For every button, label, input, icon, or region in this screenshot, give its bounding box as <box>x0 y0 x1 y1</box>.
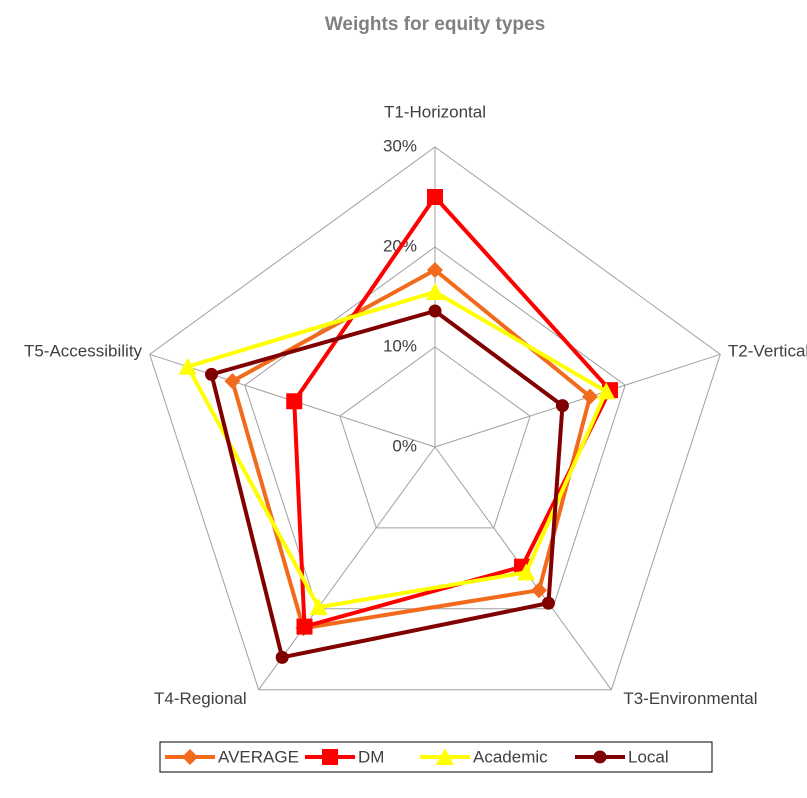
series <box>286 189 618 635</box>
marker <box>517 563 536 581</box>
series-line <box>292 195 612 629</box>
r-tick-label: 30% <box>383 136 417 155</box>
marker <box>555 399 569 413</box>
marker <box>426 283 444 300</box>
spoke <box>258 446 436 690</box>
grid-ring <box>149 146 721 691</box>
series <box>178 283 616 616</box>
grid-ring <box>339 346 531 529</box>
series-line <box>209 309 565 660</box>
marker <box>182 749 198 765</box>
marker <box>597 382 616 400</box>
category-label: T2-Vertical <box>728 341 807 360</box>
category-label: T4-Regional <box>154 689 247 708</box>
legend-label: AVERAGE <box>218 747 299 766</box>
marker <box>205 367 219 381</box>
marker <box>224 373 241 390</box>
marker <box>296 618 313 635</box>
marker <box>436 748 454 765</box>
category-label: T1-Horizontal <box>384 102 486 121</box>
marker <box>309 598 328 616</box>
legend-label: Local <box>628 747 669 766</box>
marker <box>428 304 442 318</box>
marker <box>541 596 555 610</box>
chart-title: Weights for equity types <box>325 14 545 35</box>
series-line <box>230 268 593 631</box>
marker <box>286 393 303 410</box>
marker <box>582 388 599 405</box>
legend-label: DM <box>358 747 384 766</box>
category-label: T5-Accessibility <box>24 341 143 360</box>
marker <box>593 750 607 764</box>
r-tick-label: 0% <box>392 436 417 455</box>
marker <box>275 650 289 664</box>
spoke <box>434 353 721 448</box>
marker <box>427 189 443 205</box>
marker <box>531 582 548 599</box>
marker <box>427 262 443 278</box>
series-line <box>185 290 609 610</box>
marker <box>178 357 197 375</box>
legend-label: Academic <box>473 747 548 766</box>
category-label: T3-Environmental <box>623 689 757 708</box>
marker <box>322 749 338 765</box>
r-tick-label: 10% <box>383 336 417 355</box>
series <box>205 304 569 664</box>
